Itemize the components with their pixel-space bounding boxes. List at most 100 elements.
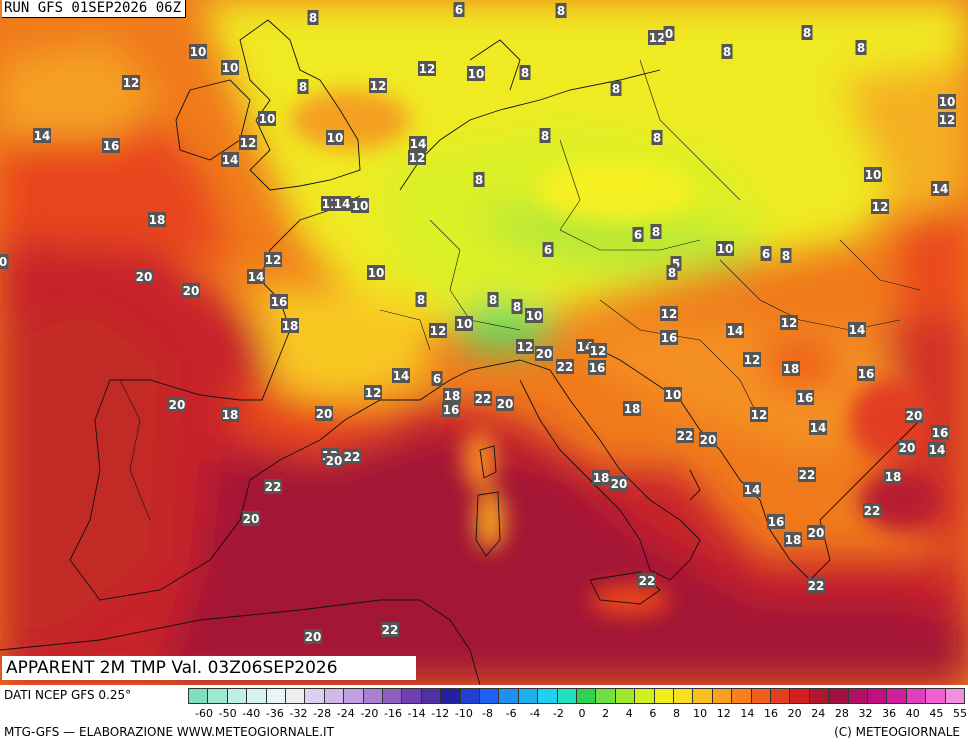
temperature-label-box [148,212,166,227]
temperature-label: 20 [242,511,260,526]
scale-tick-label: 40 [905,707,920,720]
temperature-label-text: 18 [885,470,902,484]
scale-tick-label: -16 [384,707,402,720]
scale-tick-label: -6 [505,707,517,720]
temperature-label-box [369,78,387,93]
temperature-label-box [610,476,628,491]
temperature-label-box [556,359,574,374]
temperature-label-text: 14 [222,153,239,167]
temperature-label-text: 20 [305,630,322,644]
temperature-label: 10 [455,316,473,331]
temperature-label-box [242,511,260,526]
temperature-label-text: 14 [410,137,427,151]
scale-tick-label: -50 [218,707,237,720]
temperature-label-text: 10 [190,45,207,59]
temperature-label-text: 0 [665,27,673,41]
temperature-label-box [542,242,554,257]
temperature-label: 16 [796,390,814,405]
temperature-label-box [863,503,881,518]
temperature-label: 10 [664,387,682,402]
temperature-label: 20 [610,476,628,491]
temperature-label: 18 [884,469,902,484]
temperature-label: 8 [487,292,499,307]
scale-swatch [673,688,694,704]
temperature-label-text: 18 [444,389,461,403]
temperature-label-box [809,420,827,435]
scale-swatch [420,688,442,704]
borders [119,59,921,521]
temperature-label-box [135,269,153,284]
scale-swatch [828,688,849,704]
temperature-label-text: 22 [799,468,816,482]
temperature-label: 8 [555,3,567,18]
temperature-label-box [782,361,800,376]
temperature-label-text: 10 [368,266,385,280]
temperature-label-box [264,479,282,494]
temperature-label: 10 [938,94,956,109]
scale-swatch [595,688,616,704]
temperature-label-text: 22 [808,579,825,593]
temperature-label: 20 [168,397,186,412]
temperature-label: 10 [467,66,485,81]
temperature-label-box [467,66,485,81]
temperature-label: 8 [721,44,733,59]
temperature-label: 22 [343,449,361,464]
temperature-label: 16 [931,425,949,440]
temperature-label: 12 [369,78,387,93]
temperature-label-text: 16 [103,139,120,153]
temperature-label-text: 12 [123,76,140,90]
temperature-label: 10 [189,44,207,59]
temperature-label: 10 [367,265,385,280]
scale-tick-label: 10 [693,707,708,720]
scale-swatch [847,688,868,704]
temperature-label: 10 [525,308,543,323]
temperature-label-box [905,408,923,423]
temperature-label-text: 6 [433,372,441,386]
scale-swatch [905,688,927,704]
temperature-label-box [660,330,678,345]
temperature-label: 16 [270,294,288,309]
temperature-label: 12 [871,199,889,214]
temperature-label-box [676,428,694,443]
temperature-label-box [555,3,567,18]
temperature-label-box [855,40,867,55]
temperature-label-text: 12 [240,136,257,150]
temperature-label: 18 [592,470,610,485]
temperature-label-text: 14 [810,421,827,435]
temperature-label-box [663,26,675,41]
temperature-label-box [871,199,889,214]
scale-swatch [653,688,674,704]
temperature-label-box [408,150,426,165]
temperature-label: 10 [326,130,344,145]
temperature-label: 16 [588,360,606,375]
temperature-label-text: 16 [768,515,785,529]
temperature-label-text: 8 [299,80,307,94]
scale-swatch [226,688,248,704]
scale-tick-label: 8 [673,707,680,720]
temperature-label-box [270,294,288,309]
temperature-label-box [496,396,514,411]
temperature-label-text: 12 [872,200,889,214]
temperature-label-text: 22 [475,392,492,406]
temperature-label: 14 [931,181,949,196]
temperature-label-text: 0 [0,255,7,269]
scale-tick-label: -12 [431,707,450,720]
scale-swatch [440,688,461,704]
temperature-label: 8 [651,130,663,145]
temperature-label: 6 [760,246,772,261]
temperature-label-text: 12 [744,353,761,367]
temperature-label-box [699,432,717,447]
temperature-label: 14 [848,322,866,337]
temperature-label: 8 [855,40,867,55]
chart-title: APPARENT 2M TMP Val. 03Z06SEP2026 [2,656,416,680]
temperature-label: 0 [0,254,9,269]
temperature-label: 20 [325,453,343,468]
scale-tick-label: 28 [834,707,849,720]
temperature-label: 22 [264,479,282,494]
temperature-label-text: 12 [265,253,282,267]
scale-swatch [459,688,480,704]
temperature-label: 14 [247,269,265,284]
temperature-label-text: 6 [544,243,552,257]
temperature-label-box [325,453,343,468]
temperature-label-text: 10 [222,61,239,75]
